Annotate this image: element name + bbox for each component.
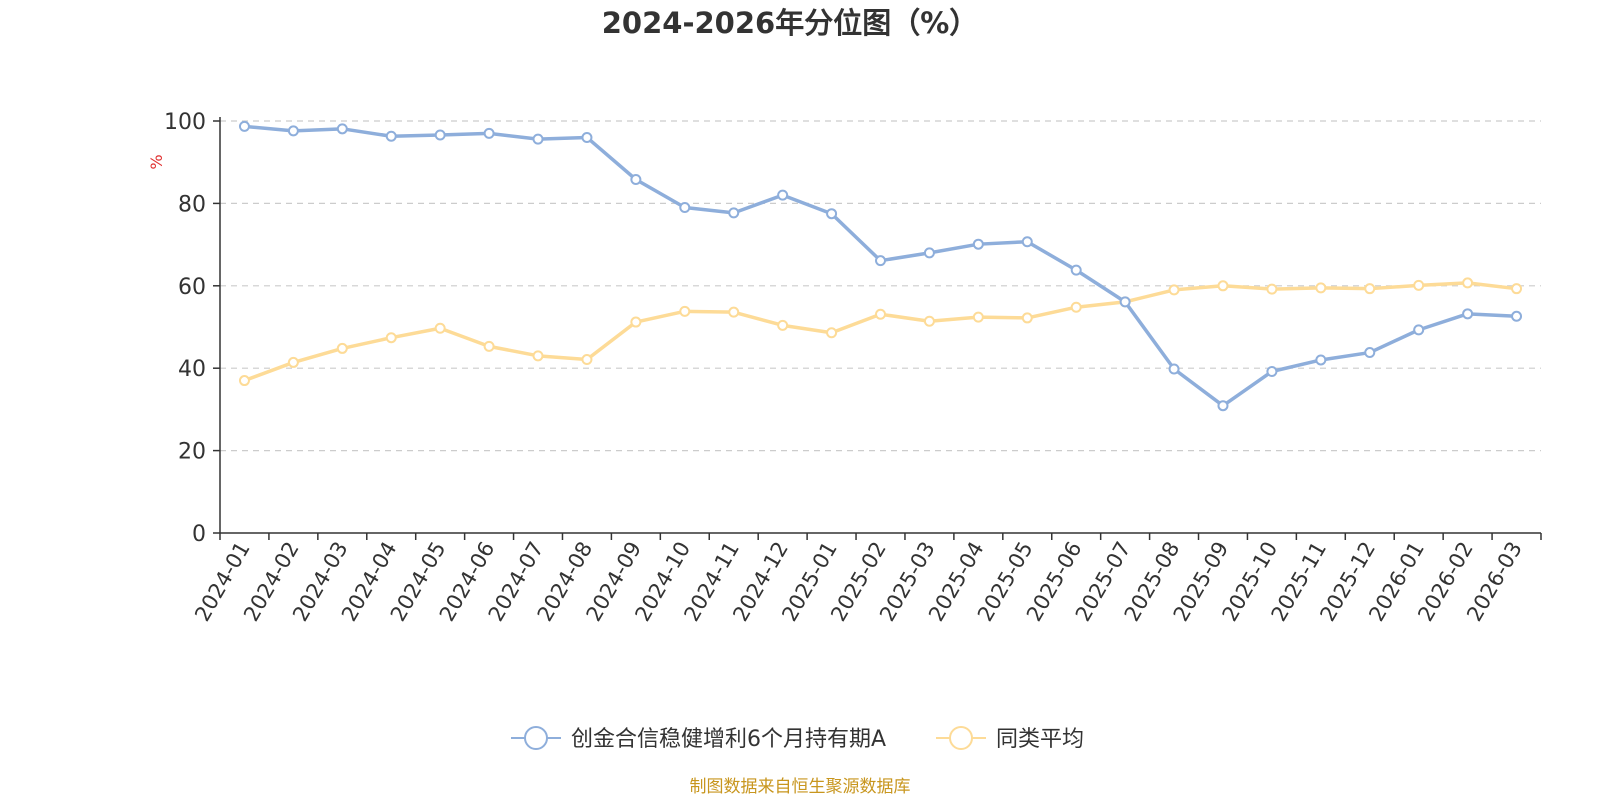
series-0-point-2024-05 bbox=[434, 129, 446, 141]
series-1-point-2025-11 bbox=[1315, 282, 1327, 294]
series-0-point-2024-04 bbox=[385, 130, 397, 142]
series-1-point-2024-06 bbox=[483, 340, 495, 352]
legend-item-series-b[interactable]: 同类平均 bbox=[936, 726, 1084, 752]
y-tick-label-20: 20 bbox=[178, 440, 206, 465]
series-0-point-2025-11 bbox=[1315, 354, 1327, 366]
series-0-point-2024-10 bbox=[679, 202, 691, 214]
x-axis-ticks: 2024-012024-022024-032024-042024-052024-… bbox=[190, 533, 1542, 625]
y-tick-label-40: 40 bbox=[178, 357, 206, 382]
series-0-point-2026-02 bbox=[1462, 308, 1474, 320]
series-group-0 bbox=[238, 120, 1523, 412]
grid-lines bbox=[220, 120, 1541, 452]
axes bbox=[219, 117, 1541, 534]
series-1-point-2024-08 bbox=[581, 354, 593, 366]
series-1-point-2025-01 bbox=[826, 327, 838, 339]
series-1-point-2024-09 bbox=[630, 316, 642, 328]
series-1-point-2024-10 bbox=[679, 305, 691, 317]
series-0-point-2024-02 bbox=[287, 125, 299, 137]
series-0-point-2024-03 bbox=[336, 123, 348, 135]
series-0-point-2024-01 bbox=[238, 120, 250, 132]
series-1-point-2024-02 bbox=[287, 356, 299, 368]
series-1-point-2025-05 bbox=[1021, 312, 1033, 324]
series-group-1 bbox=[238, 277, 1523, 387]
series-0-point-2024-06 bbox=[483, 127, 495, 139]
series-1-point-2025-12 bbox=[1364, 283, 1376, 295]
y-tick-label-0: 0 bbox=[192, 522, 206, 547]
series-0-point-2025-07 bbox=[1119, 296, 1131, 308]
series-1-point-2024-03 bbox=[336, 342, 348, 354]
y-tick-label-80: 80 bbox=[178, 192, 206, 217]
series-1-point-2026-01 bbox=[1413, 279, 1425, 291]
series-0-point-2024-12 bbox=[777, 189, 789, 201]
series-1-point-2025-02 bbox=[875, 308, 886, 320]
series-line-1 bbox=[242, 281, 1519, 383]
legend-marker-series-b bbox=[949, 726, 973, 750]
legend-label-series-a: 创金合信稳健增利6个月持有期A bbox=[571, 727, 886, 752]
series-0-point-2025-09 bbox=[1217, 400, 1229, 412]
series-0-point-2025-12 bbox=[1364, 347, 1376, 359]
series-0-point-2024-09 bbox=[630, 174, 642, 186]
legend[interactable]: 创金合信稳健增利6个月持有期A 同类平均 bbox=[511, 726, 1084, 752]
data-source-note: 制图数据来自恒生聚源数据库 bbox=[690, 777, 911, 797]
series-0-point-2025-01 bbox=[826, 208, 838, 220]
series-0-point-2025-05 bbox=[1021, 236, 1033, 248]
legend-item-series-a[interactable]: 创金合信稳健增利6个月持有期A bbox=[511, 726, 886, 752]
series-0-point-2024-08 bbox=[581, 131, 593, 143]
series-0-point-2025-04 bbox=[972, 238, 984, 250]
series-0-point-2026-03 bbox=[1511, 310, 1523, 322]
series-1-point-2024-07 bbox=[532, 350, 544, 362]
series-1-point-2025-04 bbox=[972, 311, 984, 323]
series-1-point-2024-12 bbox=[777, 319, 789, 331]
y-tick-label-60: 60 bbox=[178, 275, 206, 300]
series-1-point-2025-09 bbox=[1217, 280, 1229, 292]
y-tick-label-100: 100 bbox=[164, 110, 206, 135]
series-1-point-2025-03 bbox=[923, 315, 935, 327]
series-1-point-2026-03 bbox=[1511, 283, 1523, 295]
series-1-point-2024-04 bbox=[385, 332, 397, 344]
series-0-point-2024-11 bbox=[728, 207, 740, 219]
series-1-point-2025-08 bbox=[1168, 284, 1180, 296]
legend-label-series-b: 同类平均 bbox=[996, 727, 1084, 752]
series-1-point-2024-01 bbox=[238, 375, 250, 387]
legend-marker-series-a bbox=[524, 726, 548, 750]
series-1-point-2025-10 bbox=[1266, 283, 1278, 295]
series-lines bbox=[238, 120, 1523, 412]
series-0-point-2025-03 bbox=[923, 247, 935, 259]
series-1-point-2025-06 bbox=[1070, 301, 1082, 313]
y-axis-label: % bbox=[147, 154, 166, 169]
series-0-point-2025-10 bbox=[1266, 365, 1278, 377]
chart-title: 2024-2026年分位图（%） bbox=[602, 6, 979, 40]
series-0-point-2025-08 bbox=[1168, 363, 1180, 375]
y-axis-ticks: 0 20 40 60 80 100 bbox=[164, 110, 220, 547]
series-0-point-2026-01 bbox=[1413, 324, 1425, 336]
series-0-point-2025-06 bbox=[1070, 264, 1082, 276]
series-1-point-2024-11 bbox=[728, 306, 740, 318]
series-1-point-2024-05 bbox=[434, 322, 446, 334]
series-1-point-2026-02 bbox=[1462, 277, 1474, 289]
series-0-point-2024-07 bbox=[532, 133, 544, 145]
series-0-point-2025-02 bbox=[875, 255, 886, 267]
